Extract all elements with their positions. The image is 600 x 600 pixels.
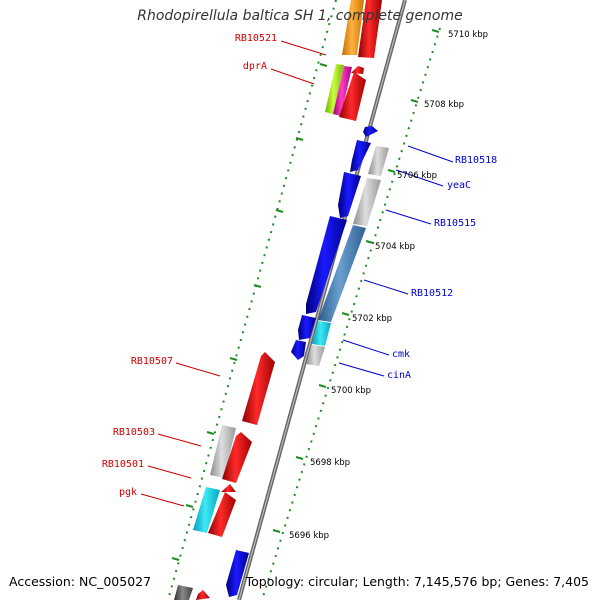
tick-mark [272, 529, 281, 533]
gene-arrow-red [221, 484, 236, 492]
tick-mark-left [275, 209, 284, 213]
tick-label: 5706 kbp [397, 171, 437, 181]
tick-label: 5708 kbp [424, 100, 464, 110]
gene-arrow-blue [306, 216, 347, 314]
scale-ticks [171, 29, 440, 561]
tick-mark-left [229, 357, 238, 361]
gene-arrow-cyan [312, 321, 331, 346]
leader-line [157, 433, 202, 447]
topology-text: Topology: circular; Length: 7,145,576 bp… [245, 574, 589, 589]
gene-labels-left: RB10521 dprA RB10507 RB10503 RB10501 pgk [102, 33, 277, 498]
leader-line [342, 339, 390, 356]
gene-arrow-red [351, 66, 364, 74]
gene-arrow-orange [342, 0, 364, 55]
map-title: Rhodopirellula baltica SH 1, complete ge… [137, 8, 463, 24]
gene-arrow-red [242, 352, 275, 425]
label-leaders-left [140, 40, 327, 507]
tick-label: 5696 kbp [289, 531, 329, 541]
tick-mark [365, 240, 374, 244]
leader-line [395, 169, 444, 187]
tick-label: 5710 kbp [448, 30, 488, 40]
gene-arrow-blue [226, 550, 249, 597]
leader-line [147, 465, 192, 479]
tick-label: 5700 kbp [331, 386, 371, 396]
gene-arrow-blue [291, 340, 306, 360]
gene-arrow-grey [306, 345, 325, 366]
label-leaders-right [338, 145, 454, 377]
genome-backbone-highlight [238, 0, 406, 600]
tick-mark-left [253, 284, 262, 288]
tick-mark [318, 384, 327, 388]
gene-arrow-grey [353, 178, 381, 226]
tick-mark [410, 99, 419, 103]
gene-label: pgk [119, 487, 137, 498]
gene-label: dprA [243, 61, 267, 72]
gene-arrow-lime [325, 64, 344, 114]
tick-mark [341, 312, 350, 316]
gene-arrow-grey [368, 146, 389, 176]
gene-label: RB10512 [411, 288, 453, 299]
gene-label: yeaC [447, 180, 471, 191]
leader-line [175, 362, 221, 377]
tick-mark [387, 169, 396, 173]
gene-label: RB10518 [455, 155, 497, 166]
leader-line [140, 493, 185, 507]
gene-label: cinA [387, 370, 411, 381]
tick-label: 5704 kbp [375, 242, 415, 252]
tick-label: 5702 kbp [352, 314, 392, 324]
leader-line [270, 68, 315, 85]
tick-mark [431, 29, 440, 33]
tick-mark-left [295, 137, 304, 141]
gene-labels-right: RB10518 yeaC RB10515 RB10512 cmk cinA [387, 155, 497, 381]
gene-arrow-magenta [333, 66, 352, 116]
gene-arrow-blue [338, 172, 361, 218]
leader-line [363, 279, 409, 295]
gene-label: RB10515 [434, 218, 476, 229]
forward-strand-genes [174, 0, 382, 600]
leader-line [385, 209, 432, 225]
reverse-strand-genes [226, 126, 389, 597]
scale-labels: 5710 kbp 5708 kbp 5706 kbp 5704 kbp 5702… [289, 30, 488, 541]
tick-mark-left [206, 431, 215, 435]
leader-line [280, 40, 327, 56]
gene-label: RB10501 [102, 459, 144, 470]
tick-mark [295, 456, 304, 460]
gene-arrow-dark-grey [174, 585, 193, 600]
gene-label: RB10503 [113, 427, 155, 438]
gene-arrow-red [339, 72, 366, 121]
gene-arrow-red [208, 492, 236, 537]
gene-arrow-red [196, 590, 210, 600]
tick-mark-left [171, 557, 180, 561]
gene-arrow-cyan [193, 487, 220, 533]
gene-arrow-red [222, 432, 252, 483]
tick-mark-left [185, 504, 194, 508]
gene-label: RB10521 [235, 33, 277, 44]
gene-label: cmk [392, 349, 410, 360]
leader-line [338, 362, 385, 377]
gene-arrow-blue [298, 315, 316, 340]
tick-label: 5698 kbp [310, 458, 350, 468]
gene-arrow-red [358, 0, 382, 58]
gene-arrow-steel-blue [318, 225, 366, 322]
gene-arrow-blue [363, 126, 378, 137]
gene-arrow-blue [350, 140, 371, 172]
gene-arrow-grey [210, 425, 236, 478]
gene-label: RB10507 [131, 356, 173, 367]
leader-line [407, 145, 454, 163]
tick-mark-left [319, 63, 328, 67]
accession-text: Accession: NC_005027 [9, 574, 152, 589]
